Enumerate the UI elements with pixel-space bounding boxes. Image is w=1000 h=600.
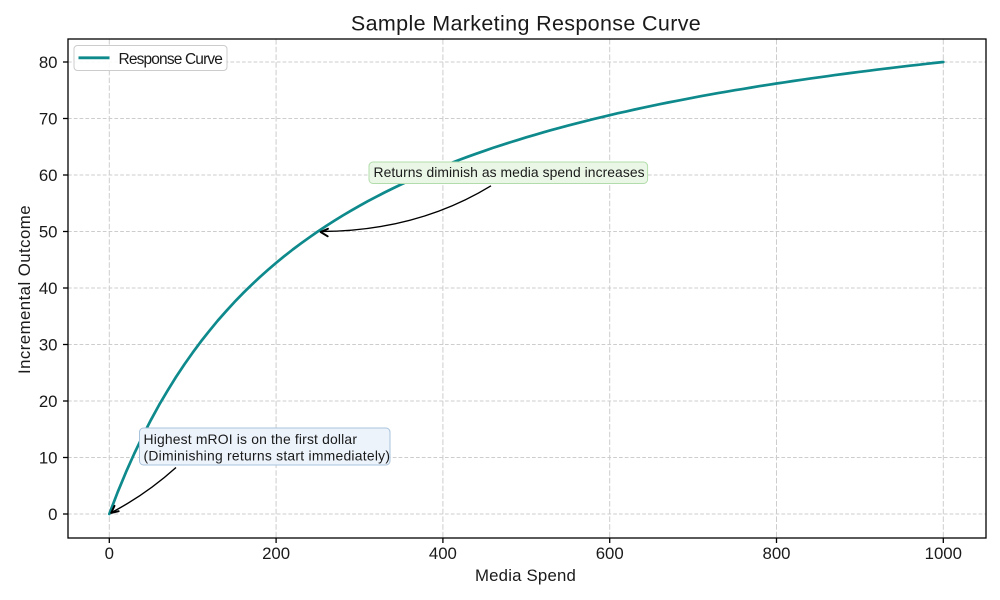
svg-text:20: 20 xyxy=(39,392,58,411)
svg-text:Media Spend: Media Spend xyxy=(475,566,576,585)
svg-text:800: 800 xyxy=(763,544,791,563)
svg-text:(Diminishing returns start imm: (Diminishing returns start immediately) xyxy=(144,448,391,464)
svg-text:200: 200 xyxy=(262,544,290,563)
svg-text:70: 70 xyxy=(39,110,58,129)
svg-text:Highest mROI is on the first d: Highest mROI is on the first dollar xyxy=(144,431,358,447)
svg-text:Incremental Outcome: Incremental Outcome xyxy=(15,205,34,374)
svg-text:1000: 1000 xyxy=(925,544,962,563)
svg-text:Response Curve: Response Curve xyxy=(119,51,223,68)
svg-text:80: 80 xyxy=(39,53,58,72)
svg-text:Sample Marketing Response Curv: Sample Marketing Response Curve xyxy=(351,11,701,35)
svg-text:30: 30 xyxy=(39,336,58,355)
svg-text:60: 60 xyxy=(39,166,58,185)
svg-text:400: 400 xyxy=(429,544,457,563)
svg-text:0: 0 xyxy=(48,505,57,524)
svg-text:10: 10 xyxy=(39,449,58,468)
svg-text:50: 50 xyxy=(39,223,58,242)
svg-text:Returns diminish as media spen: Returns diminish as media spend increase… xyxy=(374,164,645,180)
svg-text:600: 600 xyxy=(596,544,624,563)
svg-text:40: 40 xyxy=(39,279,58,298)
svg-text:0: 0 xyxy=(105,544,114,563)
